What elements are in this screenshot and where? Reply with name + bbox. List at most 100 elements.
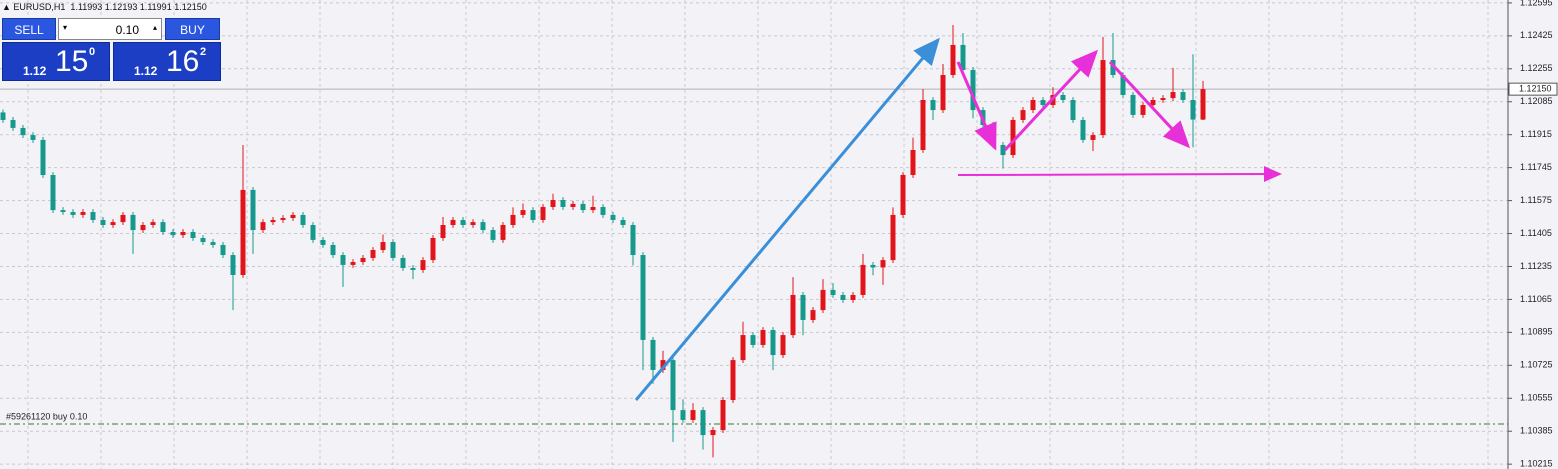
candle-body [690,410,696,420]
candle-body [1160,98,1166,101]
candle-body [140,225,146,231]
candle-body [210,242,216,245]
y-tick-label: 1.11575 [1520,195,1552,205]
pattern-arrow[interactable] [1108,60,1191,149]
candle-body [230,255,236,276]
price-big: 1.12 [134,64,158,78]
candle-body [260,222,266,231]
pattern-arrow[interactable] [1003,49,1099,152]
candle-body [1000,144,1006,156]
candle-body [600,206,606,215]
candle-body [400,257,406,269]
candle-body [710,430,716,436]
price-pips: 15 [55,45,89,78]
candle-body [1030,100,1036,111]
y-tick-label: 1.11065 [1520,294,1552,304]
candle-body [940,75,946,111]
candle-body [220,244,226,256]
candle-body [1020,110,1026,120]
pattern-arrow[interactable] [956,61,997,151]
candle-body [500,225,506,240]
candle-body [770,330,776,356]
candle-body [110,222,116,226]
candle-body [20,127,26,136]
lot-input[interactable]: ▾ 0.10 ▴ [58,18,162,40]
candle-body [720,400,726,431]
support-arrow[interactable] [957,166,1282,183]
symbol-header: ▲ EURUSD,H1 1.11993 1.12193 1.11991 1.12… [2,2,207,12]
candle-body [480,222,486,231]
candle-body [370,250,376,258]
sell-price[interactable]: 1.12 15 0 [2,42,110,81]
candle-body [360,257,366,263]
candle-body [380,242,386,251]
candle-body [0,112,6,120]
candle-body [250,189,256,231]
candle-body [490,230,496,240]
y-tick-label: 1.10555 [1520,393,1553,403]
buy-price[interactable]: 1.12 16 2 [113,42,221,81]
buy-button[interactable]: BUY [165,18,220,40]
candle-body [330,244,336,256]
candle-body [470,222,476,226]
candle-body [170,231,176,236]
sell-button[interactable]: SELL [2,18,56,40]
candle-body [530,210,536,220]
candle-body [70,212,76,215]
candle-body [270,219,276,223]
candle-body [570,203,576,207]
candle-body [200,237,206,243]
price-fraction: 2 [200,46,207,58]
trend-arrow[interactable] [634,37,940,401]
candle-body [520,210,526,215]
candle-body [1040,100,1046,106]
candle-body [670,360,676,411]
candle-body [510,214,516,226]
candle-body [300,214,306,226]
candle-body [160,222,166,232]
candle-body [240,189,246,276]
y-tick-label: 1.12085 [1520,96,1553,106]
candle-body [970,69,976,111]
candle-body [1010,119,1016,156]
candle-body [660,360,666,370]
candle-body [320,239,326,245]
candle-body [100,219,106,226]
candle-body [960,44,966,70]
candle-body [1120,75,1126,95]
candle-body [870,264,876,268]
candle-body [820,289,826,311]
y-tick-label: 1.12425 [1520,30,1553,40]
candle-body [840,294,846,301]
y-tick-label: 1.11915 [1520,129,1552,139]
y-tick-label: 1.10895 [1520,327,1553,337]
candle-body [790,294,796,336]
candle-body [1190,100,1196,120]
candle-body [750,335,756,345]
candle-body [780,335,786,356]
candle-body [80,212,86,215]
candle-body [900,175,906,215]
y-tick-label: 1.11235 [1520,261,1552,271]
candle-body [580,203,586,211]
candle-body [860,264,866,295]
candle-body [390,242,396,258]
candle-body [850,294,856,301]
candle-body [560,200,566,207]
candle-body [550,200,556,207]
candle-body [180,231,186,236]
candle-body [640,255,646,340]
candle-body [1200,89,1206,120]
candle-body [930,100,936,111]
y-tick-label: 1.12255 [1520,63,1553,73]
y-tick-label: 1.10725 [1520,360,1553,370]
candle-body [440,225,446,238]
candle-body [190,231,196,238]
candle-body [1180,92,1186,101]
candle-body [1170,92,1176,99]
candle-body [10,119,16,128]
price-pips: 16 [166,45,200,78]
candle-body [540,206,546,220]
